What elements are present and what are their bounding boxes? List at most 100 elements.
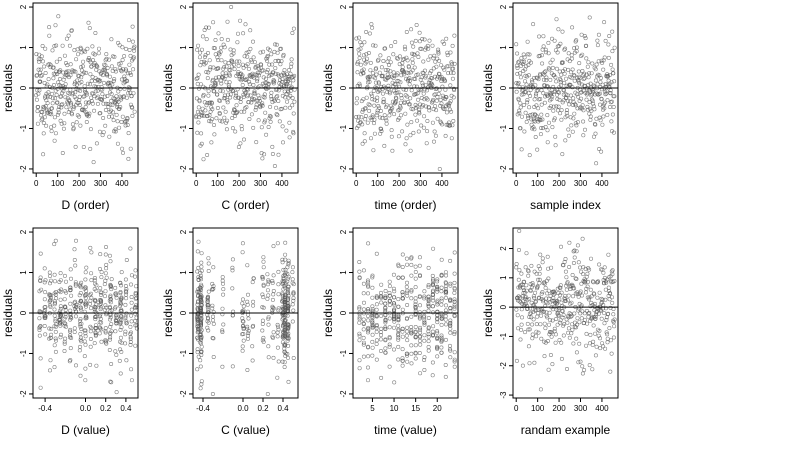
residual-point (433, 59, 438, 64)
residual-point (85, 46, 90, 51)
residual-point (443, 314, 448, 319)
residual-point (433, 104, 438, 109)
residual-point (286, 306, 291, 311)
residual-point (270, 280, 275, 285)
residual-point (442, 79, 447, 84)
residual-point (222, 65, 227, 70)
residual-point (398, 100, 403, 105)
residual-point (404, 351, 409, 356)
residual-point (597, 115, 602, 120)
residual-point (435, 298, 440, 303)
residual-point (292, 99, 297, 104)
residual-point (206, 289, 211, 294)
residual-point (444, 95, 449, 100)
residual-point (129, 330, 134, 335)
y-tick-label: 2 (19, 4, 28, 9)
residual-point (396, 275, 401, 280)
residual-point (108, 317, 113, 322)
residual-point (68, 301, 73, 306)
residual-point (71, 106, 76, 111)
residual-point (133, 306, 138, 311)
residual-point (558, 283, 563, 288)
residual-point (435, 289, 440, 294)
residual-point (131, 55, 136, 60)
residual-point (517, 268, 522, 273)
residual-point (47, 270, 52, 275)
residual-point (53, 319, 58, 324)
residual-point (387, 91, 392, 96)
residual-point (397, 84, 402, 89)
residual-point (199, 352, 204, 357)
residual-point (200, 106, 205, 111)
residual-point (37, 325, 42, 330)
x-tick-label: 0 (34, 179, 39, 188)
residual-point (276, 282, 281, 287)
residual-point (422, 318, 427, 323)
residual-point (556, 27, 561, 32)
residual-point (103, 252, 108, 257)
residual-point (289, 64, 294, 69)
y-tick-label: 2 (499, 4, 508, 9)
residual-point (530, 332, 535, 337)
residual-point (243, 22, 248, 27)
residual-point (414, 22, 419, 27)
residual-point (69, 28, 74, 33)
residual-point (598, 76, 603, 81)
residual-point (262, 152, 267, 157)
residual-point (72, 247, 77, 252)
residual-point (48, 110, 53, 115)
residual-point (200, 34, 205, 39)
residual-point (400, 363, 405, 368)
residual-point (383, 301, 388, 306)
residual-point (410, 60, 415, 65)
residual-point (103, 94, 108, 99)
residual-point (48, 303, 53, 308)
residual-point (391, 295, 396, 300)
residual-point (199, 302, 204, 307)
residual-point (578, 75, 583, 80)
residual-point (64, 279, 69, 284)
residual-point (354, 101, 359, 106)
residual-point (103, 289, 108, 294)
residual-point (220, 306, 225, 311)
residual-point (130, 105, 135, 110)
residual-point (607, 81, 612, 86)
residual-point (383, 346, 388, 351)
residual-point (439, 272, 444, 277)
residual-point (281, 315, 286, 320)
residual-point (261, 339, 266, 344)
residual-point (552, 73, 557, 78)
residual-point (113, 285, 118, 290)
residual-point (514, 307, 519, 312)
residual-point (208, 119, 213, 124)
residual-point (248, 46, 253, 51)
residual-point (587, 267, 592, 272)
residual-point (443, 374, 448, 379)
residual-point (539, 53, 544, 58)
residual-point (435, 302, 440, 307)
residual-point (549, 36, 554, 41)
residual-point (611, 335, 616, 340)
residual-point (84, 120, 89, 125)
residual-point (430, 43, 435, 48)
residual-point (96, 51, 101, 56)
residual-point (233, 129, 238, 134)
residual-point (448, 83, 453, 88)
residual-point (282, 68, 287, 73)
residual-point (47, 25, 52, 30)
residual-point (439, 302, 444, 307)
residual-point (409, 324, 414, 329)
residual-point (369, 117, 374, 122)
residual-point (443, 303, 448, 308)
residual-point (551, 104, 556, 109)
residual-point (54, 59, 59, 64)
residual-point (82, 354, 87, 359)
residual-point (97, 298, 102, 303)
residual-point (117, 358, 122, 363)
residual-point (268, 72, 273, 77)
residual-point (601, 270, 606, 275)
residual-point (53, 292, 58, 297)
residual-point (69, 276, 74, 281)
residual-point (94, 84, 99, 89)
